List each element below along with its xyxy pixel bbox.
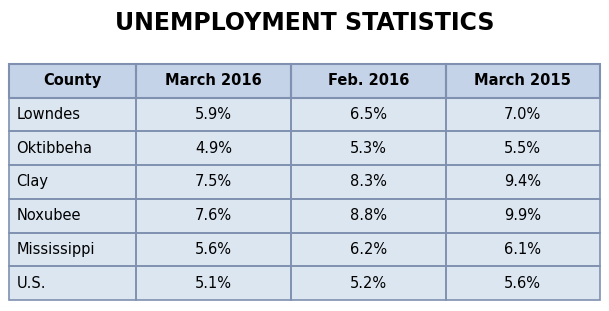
Text: 8.3%: 8.3% — [350, 174, 387, 189]
Text: 6.5%: 6.5% — [350, 107, 387, 122]
Bar — [291, 233, 446, 266]
Bar — [9, 131, 136, 165]
Text: 7.6%: 7.6% — [195, 208, 232, 223]
Text: 5.6%: 5.6% — [195, 242, 232, 257]
Bar — [446, 199, 600, 233]
Bar — [9, 165, 136, 199]
Bar — [136, 199, 291, 233]
Text: 9.4%: 9.4% — [504, 174, 541, 189]
Bar — [136, 233, 291, 266]
Text: 4.9%: 4.9% — [195, 141, 232, 156]
Bar — [9, 266, 136, 300]
Bar — [9, 64, 136, 98]
Bar — [9, 165, 136, 199]
Text: Mississippi: Mississippi — [16, 242, 95, 257]
Bar — [291, 165, 446, 199]
Text: 8.8%: 8.8% — [350, 208, 387, 223]
Text: 9.9%: 9.9% — [504, 208, 541, 223]
Text: Oktibbeha: Oktibbeha — [16, 141, 93, 156]
Bar — [291, 165, 446, 199]
Text: 5.6%: 5.6% — [504, 276, 541, 291]
Bar — [136, 233, 291, 266]
Text: 5.3%: 5.3% — [350, 141, 387, 156]
Bar — [136, 266, 291, 300]
Bar — [136, 64, 291, 98]
Text: Lowndes: Lowndes — [16, 107, 80, 122]
Bar — [446, 131, 600, 165]
Text: 5.9%: 5.9% — [195, 107, 232, 122]
Bar — [136, 131, 291, 165]
Bar — [291, 266, 446, 300]
Bar — [291, 64, 446, 98]
Bar — [446, 64, 600, 98]
Bar — [446, 165, 600, 199]
Text: County: County — [43, 73, 102, 88]
Text: Feb. 2016: Feb. 2016 — [328, 73, 409, 88]
Bar — [291, 233, 446, 266]
Text: March 2015: March 2015 — [474, 73, 571, 88]
Text: U.S.: U.S. — [16, 276, 46, 291]
Bar — [291, 131, 446, 165]
Text: 7.0%: 7.0% — [504, 107, 541, 122]
Bar — [9, 98, 136, 131]
Text: UNEMPLOYMENT STATISTICS: UNEMPLOYMENT STATISTICS — [114, 11, 495, 35]
Bar — [291, 98, 446, 131]
Bar — [446, 98, 600, 131]
Bar — [446, 165, 600, 199]
Text: Clay: Clay — [16, 174, 49, 189]
Bar — [136, 165, 291, 199]
Bar — [136, 64, 291, 98]
Bar — [9, 64, 136, 98]
Bar — [446, 233, 600, 266]
Text: Noxubee: Noxubee — [16, 208, 81, 223]
Bar — [291, 64, 446, 98]
Text: 7.5%: 7.5% — [195, 174, 232, 189]
Bar — [291, 199, 446, 233]
Bar — [446, 266, 600, 300]
Bar — [291, 131, 446, 165]
Bar — [136, 131, 291, 165]
Bar — [291, 199, 446, 233]
Bar — [9, 98, 136, 131]
Bar — [9, 199, 136, 233]
Bar — [136, 98, 291, 131]
Bar — [291, 266, 446, 300]
Bar — [136, 98, 291, 131]
Bar — [9, 233, 136, 266]
Text: 5.1%: 5.1% — [195, 276, 232, 291]
Text: 5.2%: 5.2% — [350, 276, 387, 291]
Bar — [291, 98, 446, 131]
Bar — [9, 199, 136, 233]
Bar — [446, 64, 600, 98]
Bar — [446, 98, 600, 131]
Bar — [9, 131, 136, 165]
Text: 6.2%: 6.2% — [350, 242, 387, 257]
Bar — [446, 266, 600, 300]
Text: 5.5%: 5.5% — [504, 141, 541, 156]
Bar — [446, 233, 600, 266]
Bar — [446, 131, 600, 165]
Bar — [136, 199, 291, 233]
Bar — [9, 233, 136, 266]
Bar — [136, 165, 291, 199]
Bar — [136, 266, 291, 300]
Bar — [446, 199, 600, 233]
Text: 6.1%: 6.1% — [504, 242, 541, 257]
Text: March 2016: March 2016 — [165, 73, 262, 88]
Bar — [9, 266, 136, 300]
